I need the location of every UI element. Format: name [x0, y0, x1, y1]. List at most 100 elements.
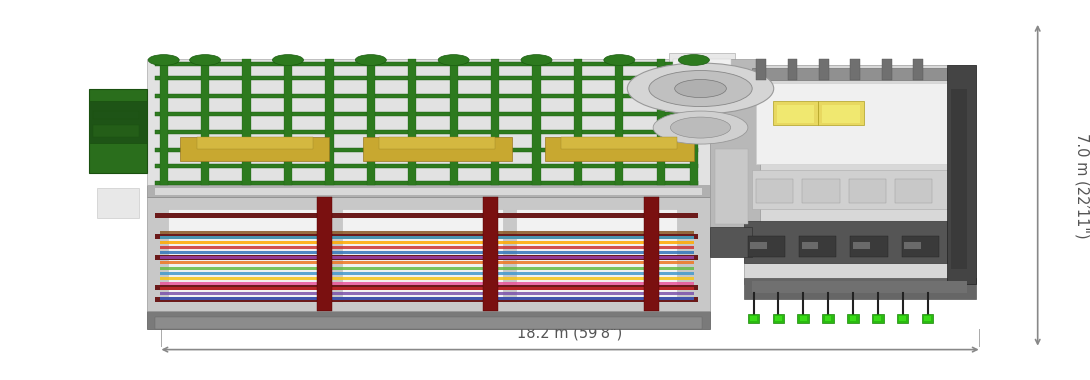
Bar	[750, 316, 756, 321]
Bar	[922, 314, 933, 323]
Bar	[366, 59, 375, 185]
Circle shape	[438, 55, 469, 65]
Circle shape	[653, 111, 748, 144]
Bar	[756, 59, 766, 79]
Bar	[897, 314, 908, 323]
Bar	[899, 316, 906, 321]
Bar	[773, 101, 819, 125]
Bar	[561, 136, 677, 149]
Bar	[669, 52, 736, 112]
Bar	[743, 221, 967, 263]
Bar	[798, 314, 809, 323]
Bar	[325, 59, 334, 185]
Circle shape	[148, 55, 179, 65]
Bar	[449, 59, 458, 185]
Bar	[756, 82, 946, 163]
Bar	[901, 236, 940, 256]
Bar	[156, 234, 698, 239]
Bar	[849, 179, 886, 203]
Bar	[159, 261, 694, 264]
Bar	[168, 209, 329, 302]
Circle shape	[355, 55, 386, 65]
Bar	[156, 255, 698, 260]
Bar	[950, 89, 967, 269]
Bar	[882, 59, 892, 79]
Bar	[159, 251, 694, 254]
Bar	[800, 316, 807, 321]
Bar	[283, 59, 292, 185]
Text: 18.2 m (59′8"): 18.2 m (59′8")	[518, 325, 622, 340]
Bar	[363, 136, 511, 161]
Bar	[825, 316, 832, 321]
Bar	[89, 101, 147, 142]
Circle shape	[190, 55, 220, 65]
Bar	[756, 179, 794, 203]
Bar	[819, 59, 828, 79]
Bar	[743, 278, 976, 299]
Bar	[748, 314, 760, 323]
Bar	[752, 68, 967, 79]
Bar	[674, 59, 731, 106]
Bar	[156, 76, 698, 79]
Bar	[156, 317, 702, 329]
Bar	[156, 213, 698, 218]
Bar	[408, 59, 416, 185]
Circle shape	[670, 117, 730, 138]
Bar	[159, 256, 694, 260]
Bar	[573, 59, 582, 185]
Bar	[156, 148, 698, 152]
Bar	[850, 59, 860, 79]
Bar	[159, 246, 694, 249]
Bar	[711, 226, 752, 256]
Bar	[159, 277, 694, 280]
Bar	[159, 292, 694, 295]
Bar	[156, 165, 698, 168]
Bar	[819, 101, 863, 125]
Bar	[748, 236, 785, 256]
Bar	[147, 196, 711, 311]
Bar	[532, 59, 541, 185]
Circle shape	[604, 55, 634, 65]
Bar	[849, 316, 857, 321]
Bar	[752, 281, 967, 293]
Bar	[147, 311, 711, 329]
Bar	[156, 285, 698, 290]
Bar	[156, 130, 698, 133]
Bar	[872, 314, 884, 323]
Bar	[156, 297, 698, 302]
Bar	[799, 236, 836, 256]
Bar	[159, 282, 694, 285]
Circle shape	[678, 55, 710, 65]
Bar	[690, 59, 698, 185]
Text: 7.0 m (22′11"): 7.0 m (22′11")	[1075, 133, 1090, 238]
Bar	[924, 316, 931, 321]
Bar	[379, 136, 495, 149]
Bar	[159, 59, 168, 185]
Bar	[156, 94, 698, 98]
Bar	[201, 59, 209, 185]
Bar	[156, 181, 698, 185]
Bar	[822, 314, 834, 323]
Circle shape	[272, 55, 303, 65]
Bar	[822, 105, 860, 123]
Bar	[946, 65, 976, 283]
Bar	[905, 242, 921, 249]
Bar	[802, 179, 839, 203]
Bar	[777, 105, 814, 123]
Bar	[644, 196, 659, 311]
Bar	[743, 65, 976, 283]
Bar	[94, 111, 138, 119]
Bar	[787, 59, 798, 79]
Bar	[773, 314, 784, 323]
Bar	[242, 59, 251, 185]
Bar	[156, 188, 702, 195]
Bar	[147, 185, 711, 196]
Bar	[159, 297, 694, 300]
Bar	[775, 316, 782, 321]
Bar	[97, 188, 138, 218]
Bar	[895, 179, 932, 203]
Bar	[615, 59, 623, 185]
Bar	[850, 236, 887, 256]
Circle shape	[521, 55, 552, 65]
Bar	[156, 112, 698, 116]
